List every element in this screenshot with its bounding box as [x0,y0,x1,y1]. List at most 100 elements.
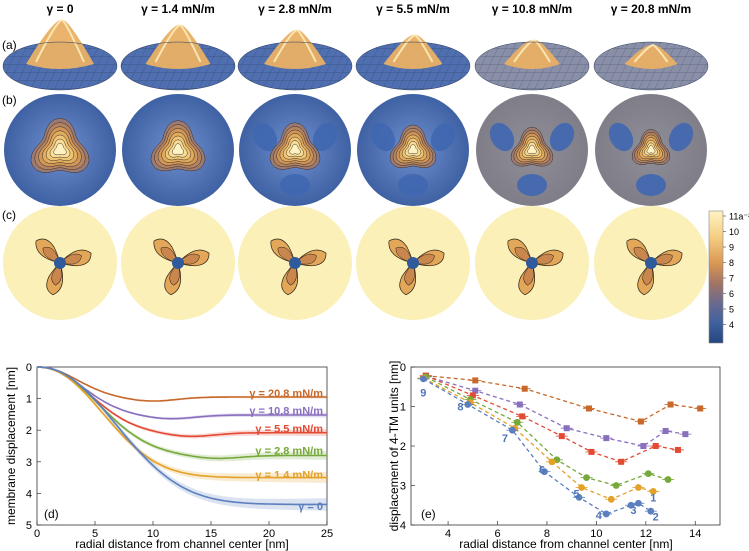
chart-e-xtick-label: 10 [590,528,602,540]
surface-plot-3 [355,33,471,91]
chart-d-series-label: γ = 0 [298,501,323,513]
contour-blue-lobe [608,122,634,152]
contour-map-1 [122,94,234,206]
contour-level [646,145,656,154]
chart-e-point-label: 5 [574,488,580,500]
colorbar-tick-label: 6 [729,289,734,299]
chart-e-line [425,375,701,423]
chart-e-line [425,376,669,487]
column-header-2: γ = 2.8 mN/m [258,2,332,16]
contour-blue-lobe [517,174,547,196]
column-header-3: γ = 5.5 mN/m [376,2,450,16]
contour-blue-lobe [252,122,278,152]
chart-d-ytick-label: 2 [26,425,32,437]
chart-d-band [37,366,327,483]
row-c-trefoil-maps [3,206,708,320]
contour-map-5 [595,94,707,206]
chart-d-xtick-label: 25 [321,528,333,540]
contour-blue-lobe [312,122,338,152]
chart-e-point [603,435,610,442]
chart-e-xtick-label: 14 [689,528,701,540]
surface-peak [624,44,678,69]
surface-edge [237,41,353,91]
contour-level [527,144,537,154]
row-label-a: (a) [2,38,17,52]
trefoil-center [172,257,184,269]
colorbar: 11a⁻² 10 9 8 7 6 5 4 [708,210,749,344]
colorbar-tick-label: 4 [729,320,734,330]
surface-plot-4 [474,38,590,91]
contour-level [289,143,301,155]
chart-e-point [548,458,556,466]
contour-blue-lobe [430,122,456,152]
chart-e-point [602,510,610,518]
colorbar-gradient [708,210,724,344]
chart-e-point-labels: 9 8 7 6 5 4 3 2 1 [420,388,658,524]
chart-d-ylabel: membrane displacement [nm] [4,367,18,525]
chart-e-ytick-label: 0 [400,362,406,374]
chart-e-point-label: 3 [630,505,636,517]
chart-d-ytick-label: 0 [26,362,32,374]
chart-d-xtick-label: 10 [147,528,159,540]
chart-e-ylabel: displacement of 4-TM units [nm] [387,361,401,532]
chart-e-series [417,372,707,518]
chart-e-line [425,375,686,447]
contour-blue-lobe [636,174,666,196]
contour-blue-lobe [370,122,396,152]
contour-level [407,144,419,155]
surface-plot-5 [593,41,709,91]
column-header-5: γ = 20.8 mN/m [611,2,691,16]
chart-d-line [37,366,327,402]
contour-blue-lobe [280,174,310,196]
surface-highlight [392,33,434,63]
contour-map-0 [4,94,116,206]
chart-d-xtick-label: 5 [92,528,98,540]
chart-d-line [37,366,327,460]
colorbar-tick-label: 8 [729,258,734,268]
chart-e-line [423,377,654,501]
chart-e-line [423,378,652,515]
chart-e-point-label: 7 [502,433,508,445]
chart-e-ytick-label: 1 [400,402,406,414]
trefoil-center [289,257,301,269]
chart-d-series-label: γ = 10.8 mN/m [249,406,323,418]
surface-edge [120,41,236,91]
chart-e-point [578,484,585,491]
contour-blue-lobe [398,174,428,196]
chart-e-point [644,470,652,478]
colorbar-tick-label: 7 [729,274,734,284]
chart-e-point [674,446,681,453]
chart-d-xlabel: radial distance from channel center [nm] [75,537,288,551]
chart-e-point [640,443,647,449]
chart-d-ytick-label: 4 [26,488,32,500]
chart-e-point [652,443,659,449]
contour-level [53,142,67,156]
surface-peak [145,24,211,70]
chart-e-point [635,499,642,507]
chart-e-point [585,405,592,412]
chart-d-xtick-label: 15 [205,528,217,540]
contour-blue-lobe [489,122,515,152]
chart-e-point [635,484,642,491]
surface-peak [504,39,560,69]
contour-blue-lobe [549,122,575,152]
chart-e-ytick-label: 3 [400,481,406,493]
chart-e-point [647,507,655,515]
chart-e-point [667,401,674,408]
chart-d-xtick-label: 0 [34,528,40,540]
chart-e-point [516,401,523,408]
trefoil-map-1 [121,206,235,320]
chart-d-panel-label: (d) [44,507,59,521]
chart-d-ytick-label: 5 [26,520,32,532]
surface-plot-2 [237,28,353,91]
colorbar-tick-label: 11a⁻² [729,212,749,222]
chart-e-point [697,405,704,412]
trefoil-center [54,257,66,269]
chart-e-ytick-label: 2 [400,441,406,453]
surface-highlight [154,23,202,63]
column-header-4: γ = 10.8 mN/m [492,2,572,16]
